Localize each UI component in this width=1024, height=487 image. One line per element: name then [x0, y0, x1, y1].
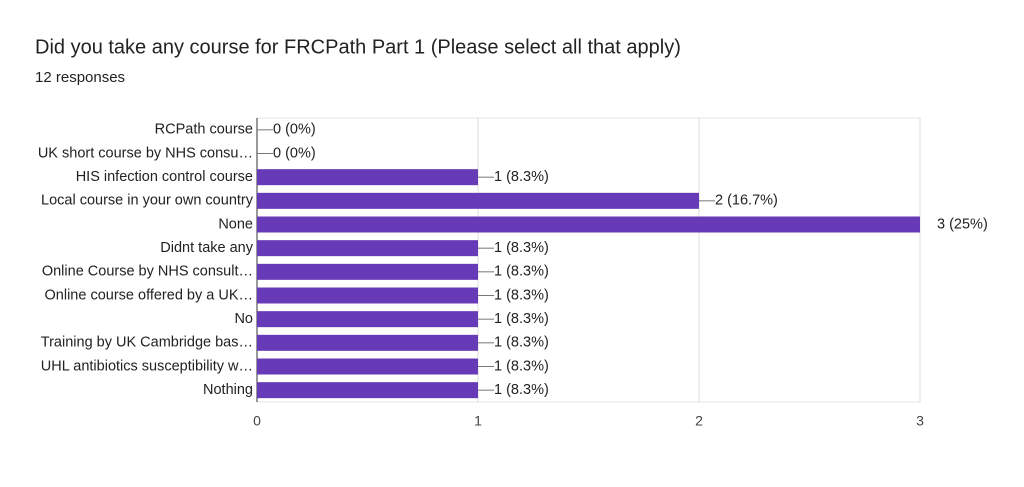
y-tick-label: Online Course by NHS consult…: [42, 264, 253, 280]
y-tick-label: RCPath course: [155, 122, 253, 138]
bar: [257, 358, 478, 375]
value-label: 0 (0%): [273, 145, 316, 161]
bar: [257, 334, 478, 351]
x-tick-label: 2: [695, 413, 703, 429]
bar: [257, 240, 478, 257]
y-tick-label: Nothing: [203, 382, 253, 398]
bar: [257, 192, 699, 209]
x-tick-label: 0: [253, 413, 261, 429]
value-label: 1 (8.3%): [494, 287, 549, 303]
bar: [257, 169, 478, 186]
value-label: 1 (8.3%): [494, 169, 549, 185]
y-tick-label: Training by UK Cambridge bas…: [41, 335, 253, 351]
y-tick-label: No: [234, 311, 253, 327]
y-tick-label: UHL antibiotics susceptibility w…: [41, 358, 253, 374]
value-label: 1 (8.3%): [494, 358, 549, 374]
bar: [257, 263, 478, 280]
bar: [257, 216, 920, 233]
y-tick-label: Online course offered by a UK…: [45, 287, 253, 303]
value-label: 0 (0%): [273, 122, 316, 138]
y-tick-label: Local course in your own country: [41, 193, 254, 209]
y-tick-label: HIS infection control course: [76, 169, 253, 185]
x-tick-label: 3: [916, 413, 924, 429]
chart-title: Did you take any course for FRCPath Part…: [35, 36, 681, 58]
x-tick-label: 1: [474, 413, 482, 429]
value-label: 1 (8.3%): [494, 382, 549, 398]
y-tick-label: None: [218, 216, 253, 232]
value-label: 1 (8.3%): [494, 264, 549, 280]
bar: [257, 382, 478, 399]
chart-subtitle: 12 responses: [35, 69, 125, 86]
y-tick-label: Didnt take any: [160, 240, 253, 256]
value-label: 2 (16.7%): [715, 193, 778, 209]
bar: [257, 287, 478, 304]
value-label: 1 (8.3%): [494, 240, 549, 256]
value-label: 3 (25%): [937, 216, 988, 232]
bar: [257, 311, 478, 328]
value-label: 1 (8.3%): [494, 311, 549, 327]
value-label: 1 (8.3%): [494, 335, 549, 351]
y-tick-label: UK short course by NHS consu…: [38, 145, 253, 161]
